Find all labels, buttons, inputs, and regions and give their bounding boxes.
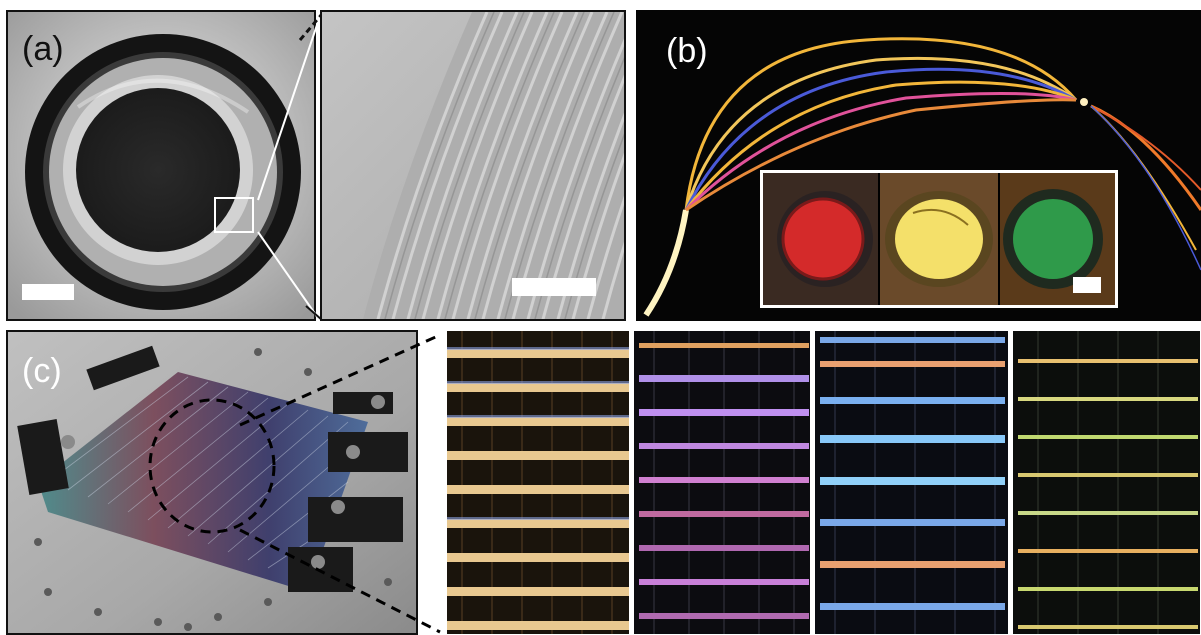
panel-a-cross-section: (a)	[6, 10, 316, 321]
fiber-fabric-photo	[8, 332, 416, 633]
panel-c-woven-fabric: (c)	[6, 330, 418, 635]
fiber-cross-section-image	[8, 12, 314, 319]
strip-image-2	[639, 331, 809, 634]
panel-c-label: (c)	[22, 352, 62, 390]
panel-a-label: (a)	[22, 30, 64, 68]
scale-bar-a-zoom	[512, 278, 596, 296]
panel-b-label: (b)	[666, 32, 708, 70]
panel-b-glowing-fibers: (b)	[636, 10, 1201, 321]
strip-image-3	[820, 331, 1005, 634]
panel-a-zoom-layers	[320, 10, 626, 321]
fiber-end-inset	[760, 170, 1118, 308]
strip-image-4	[1018, 331, 1198, 634]
scale-bar-b-inset	[1073, 277, 1101, 293]
fabric-zoom-strip-3	[814, 330, 1009, 635]
multilayer-zoom-image	[322, 12, 624, 319]
fabric-zoom-strip-1	[446, 330, 630, 635]
fabric-zoom-strip-4	[1012, 330, 1201, 635]
zoom-region-circle	[148, 398, 276, 534]
zoom-box	[214, 197, 254, 233]
strip-image-1	[447, 331, 629, 634]
fabric-zoom-strip-2	[633, 330, 811, 635]
bent-fibers-image	[643, 37, 1201, 317]
fiber-end-faces-image	[763, 173, 1115, 305]
scale-bar-a-left	[22, 284, 74, 300]
